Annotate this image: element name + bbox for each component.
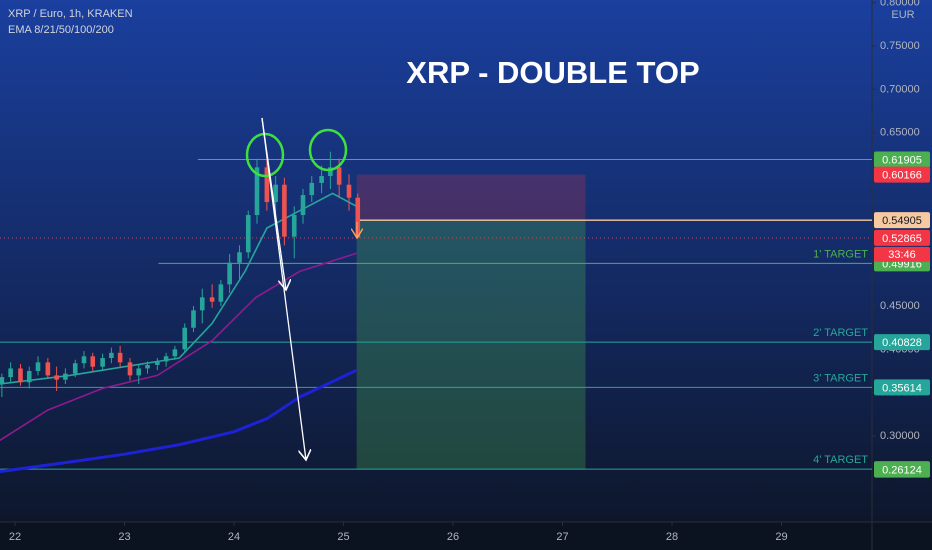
y-tick-label: 0.70000: [880, 83, 920, 95]
y-unit: EUR: [891, 9, 914, 21]
candle-body: [319, 176, 324, 183]
level-price: 0.40828: [882, 337, 922, 349]
entry-price-badge: [874, 212, 930, 229]
target-label: 1' TARGET: [813, 248, 868, 260]
candle-body: [63, 373, 68, 380]
y-tick-label: 0.80000: [880, 0, 920, 9]
candle-body: [35, 362, 41, 372]
x-tick-label: 26: [447, 531, 459, 543]
indicator: EMA 8/21/50/100/200: [8, 24, 114, 36]
last-price-badge: [874, 229, 930, 246]
level-price-badge: [874, 379, 930, 396]
candle-body: [163, 356, 169, 362]
candle-body: [155, 361, 160, 365]
candle-body: [0, 377, 5, 385]
target-price-badge: [874, 461, 930, 478]
level-price-badge: [874, 334, 930, 351]
stop-price: 0.60166: [882, 169, 922, 181]
candle-body: [145, 364, 150, 369]
candle-body: [346, 184, 352, 198]
circle-annotation: [308, 128, 348, 172]
candle-body: [254, 167, 260, 216]
x-tick-label: 23: [118, 531, 130, 543]
candle-body: [218, 284, 224, 302]
candle-body: [45, 362, 51, 376]
candle-body: [291, 215, 297, 237]
candle-body: [136, 368, 142, 376]
y-tick-label: 0.45000: [880, 300, 920, 312]
x-tick-label: 27: [556, 531, 568, 543]
candle-body: [273, 184, 278, 203]
candle-body: [191, 310, 196, 328]
candle-body: [300, 195, 306, 216]
candle-body: [72, 363, 78, 374]
level-price-badge: [874, 151, 930, 168]
axis-labels: 0.800000.750000.700000.650000.450000.400…: [9, 0, 930, 543]
target-zone: [356, 220, 586, 470]
candle-body: [100, 358, 105, 367]
candle-body: [227, 262, 232, 285]
candle-body: [237, 252, 242, 263]
target-price: 0.26124: [882, 465, 922, 477]
last-price: 0.52865: [882, 233, 922, 245]
circle-annotation: [245, 132, 285, 178]
x-tick-label: 29: [775, 531, 787, 543]
candle-body: [209, 297, 215, 302]
countdown-badge: [874, 246, 930, 262]
ema-line: [0, 252, 357, 442]
level-price: 0.61905: [882, 154, 922, 166]
stop-zone: [356, 174, 586, 221]
candle-body: [18, 368, 23, 383]
candle-body: [117, 352, 123, 363]
target-label: 3' TARGET: [813, 372, 868, 384]
x-axis-band: [0, 522, 932, 550]
arrow: [261, 117, 306, 460]
chart-title: XRP - DOUBLE TOP: [406, 55, 699, 90]
candle-body: [355, 197, 361, 238]
y-tick-label: 0.65000: [880, 127, 920, 139]
candle-body: [199, 297, 205, 311]
candle-body: [54, 375, 59, 380]
candle-body: [328, 167, 333, 177]
x-tick-label: 25: [337, 531, 349, 543]
candle-body: [90, 356, 96, 367]
countdown: 33:46: [888, 249, 916, 261]
candle-body: [264, 167, 270, 203]
x-tick-label: 28: [666, 531, 678, 543]
ema-line: [0, 192, 358, 385]
x-tick-label: 24: [228, 531, 240, 543]
candle-body: [182, 327, 188, 350]
y-tick-label: 0.75000: [880, 40, 920, 52]
y-tick-label: 0.30000: [880, 430, 920, 442]
candle-body: [109, 352, 114, 359]
stop-price-badge: [874, 166, 930, 183]
x-tick-label: 22: [9, 531, 21, 543]
candle-body: [282, 184, 287, 237]
level-price: 0.35614: [882, 382, 922, 394]
candle-body: [8, 368, 13, 378]
candle-body: [81, 356, 87, 364]
target-label: 4' TARGET: [813, 454, 868, 466]
target-label: 2' TARGET: [813, 327, 868, 339]
symbol: XRP / Euro, 1h, KRAKEN: [8, 8, 133, 20]
plot: 1' TARGET 2' TARGET 3' TARGET 4' TARGET: [0, 151, 872, 474]
candle-body: [309, 182, 315, 196]
ema-line: [0, 368, 358, 474]
candle-body: [336, 167, 342, 185]
entry-price: 0.54905: [882, 215, 922, 227]
candle-body: [245, 215, 251, 253]
candle-body: [127, 362, 133, 376]
candle-body: [26, 371, 32, 383]
candle-body: [172, 349, 178, 357]
